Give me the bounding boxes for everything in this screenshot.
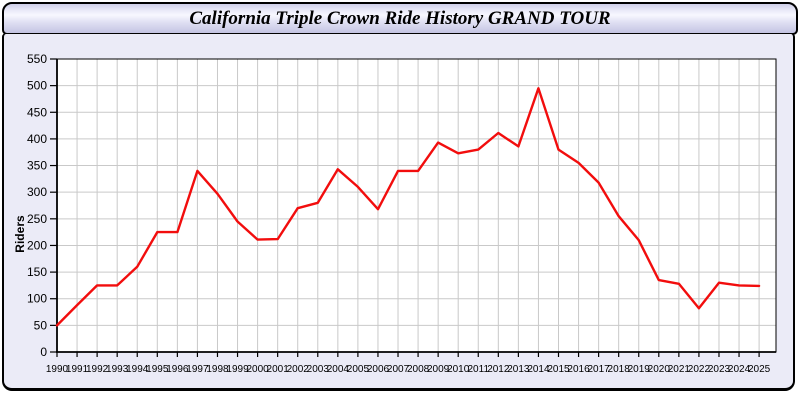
y-axis-title: Riders (13, 215, 27, 253)
chart-panel: Riders (2, 33, 795, 391)
title-bar: California Triple Crown Ride History GRA… (2, 2, 798, 35)
page-title: California Triple Crown Ride History GRA… (189, 7, 611, 29)
